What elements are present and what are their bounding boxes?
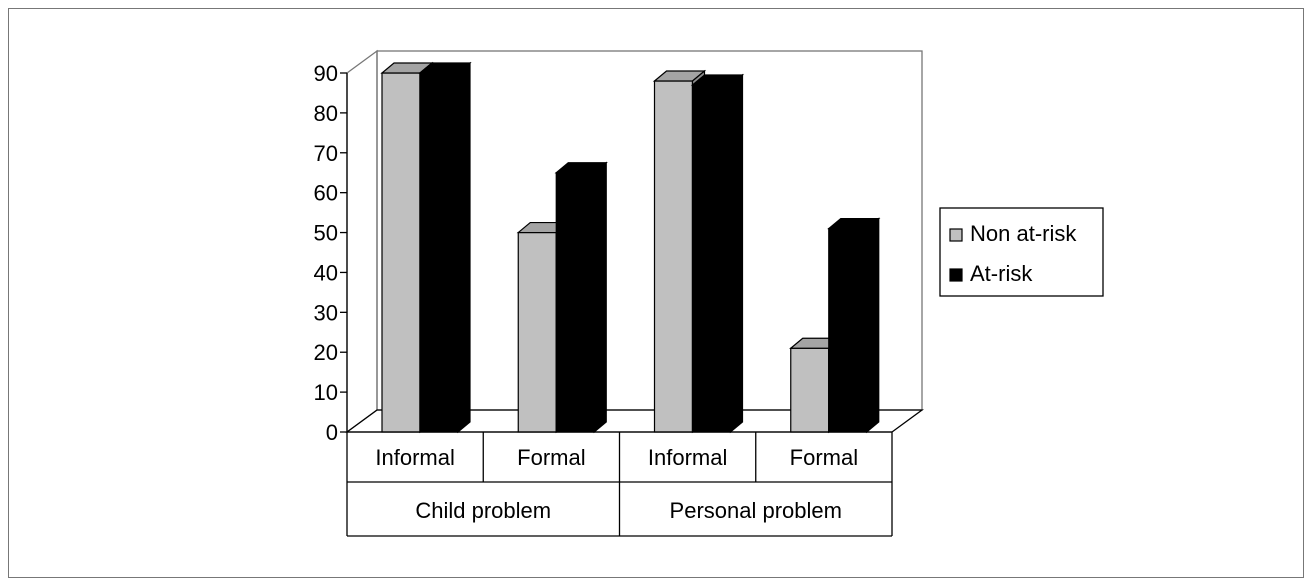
- y-tick-label: 30: [314, 300, 338, 325]
- bar-front: [691, 84, 732, 433]
- bar-front: [419, 72, 459, 433]
- legend-item-at-risk: At-risk: [949, 261, 1033, 286]
- y-tick-label: 20: [314, 340, 338, 365]
- y-axis: 0 10 20 30 40 50 60 70 80 90: [314, 61, 348, 445]
- bar-side: [866, 217, 880, 434]
- y-tick-label: 10: [314, 380, 338, 405]
- x-category-label: Formal: [790, 445, 858, 470]
- bar-at-risk-2: [690, 73, 745, 434]
- bar-front: [555, 172, 595, 433]
- side-wall: [346, 49, 378, 434]
- bar-at-risk-0: [418, 61, 472, 434]
- bar-front: [517, 231, 557, 433]
- bar-side: [729, 73, 744, 434]
- y-tick-label: 0: [326, 420, 338, 445]
- x-category-label: Informal: [375, 445, 454, 470]
- bars: [380, 61, 881, 434]
- bar-at-risk-1: [554, 161, 608, 434]
- bar-front: [828, 227, 868, 433]
- legend-label: At-risk: [970, 261, 1033, 286]
- bar-front: [381, 72, 421, 433]
- y-tick-label: 60: [314, 181, 338, 206]
- y-tick-label: 90: [314, 61, 338, 86]
- x-group-label: Personal problem: [670, 498, 842, 523]
- legend: Non at-risk At-risk: [939, 207, 1104, 297]
- bar-at-risk-3: [827, 217, 881, 434]
- y-tick-label: 50: [314, 221, 338, 246]
- x-category-label: Formal: [517, 445, 585, 470]
- y-tick-label: 80: [314, 101, 338, 126]
- x-category-label: Informal: [648, 445, 727, 470]
- legend-label: Non at-risk: [970, 221, 1077, 246]
- legend-swatch: [949, 268, 963, 282]
- bar-side: [457, 61, 471, 434]
- category-table: Informal Formal Informal Formal Child proble…: [346, 431, 893, 537]
- bar-front: [790, 347, 830, 433]
- y-tick-label: 40: [314, 260, 338, 285]
- y-tick-label: 70: [314, 141, 338, 166]
- bar-front: [653, 80, 694, 433]
- legend-box: [939, 207, 1104, 297]
- legend-item-non-at-risk: Non at-risk: [949, 221, 1077, 246]
- x-group-label: Child problem: [415, 498, 551, 523]
- bar-side: [593, 161, 607, 434]
- legend-swatch: [949, 228, 963, 242]
